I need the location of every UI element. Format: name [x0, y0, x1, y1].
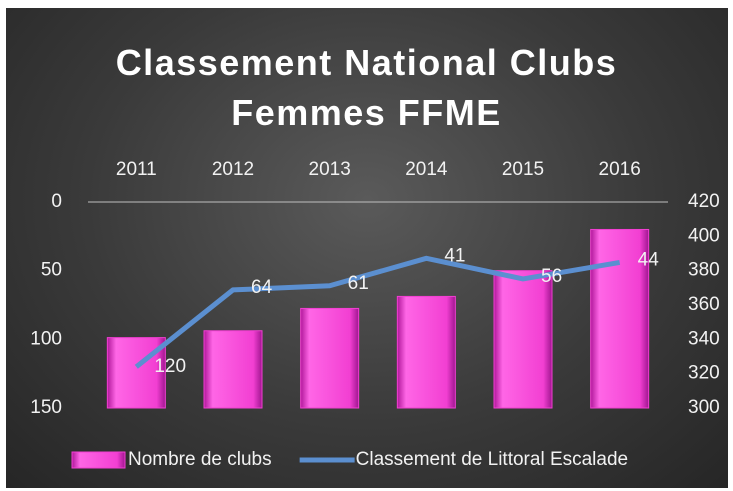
x-tick-label: 2014 [405, 159, 448, 180]
data-label: 56 [541, 266, 562, 287]
x-tick-label: 2012 [212, 159, 254, 180]
y2-tick-label: 320 [688, 363, 720, 384]
bar [396, 295, 456, 409]
y2-tick-label: 300 [688, 397, 720, 418]
bar [493, 270, 553, 409]
x-tick-label: 2013 [309, 159, 351, 180]
legend-swatch [71, 451, 126, 469]
y2-tick-label: 400 [688, 225, 720, 246]
y2-tick-label: 360 [688, 294, 720, 315]
x-tick-label: 2016 [599, 159, 641, 180]
data-label: 41 [444, 245, 465, 266]
data-label: 44 [638, 249, 660, 270]
x-tick-label: 2011 [116, 159, 157, 180]
bar [300, 307, 360, 409]
bar [590, 228, 650, 409]
legend-label: Classement de Littoral Escalade [356, 449, 628, 470]
y2-tick-label: 340 [688, 328, 720, 349]
legend-label: Nombre de clubs [128, 449, 272, 470]
data-label: 120 [154, 356, 186, 377]
bar [203, 330, 263, 409]
x-tick-label: 2015 [502, 159, 544, 180]
y2-tick-label: 420 [688, 191, 720, 212]
y-tick-label: 100 [30, 328, 62, 349]
chart-title: Classement National Clubs Femmes FFME [115, 42, 618, 133]
line [134, 255, 621, 369]
data-label: 61 [348, 273, 369, 294]
y-tick-label: 50 [41, 260, 62, 281]
y-tick-label: 150 [30, 397, 62, 418]
y-tick-label: 0 [51, 191, 62, 212]
y2-tick-label: 380 [688, 260, 720, 281]
data-label: 64 [251, 277, 273, 298]
